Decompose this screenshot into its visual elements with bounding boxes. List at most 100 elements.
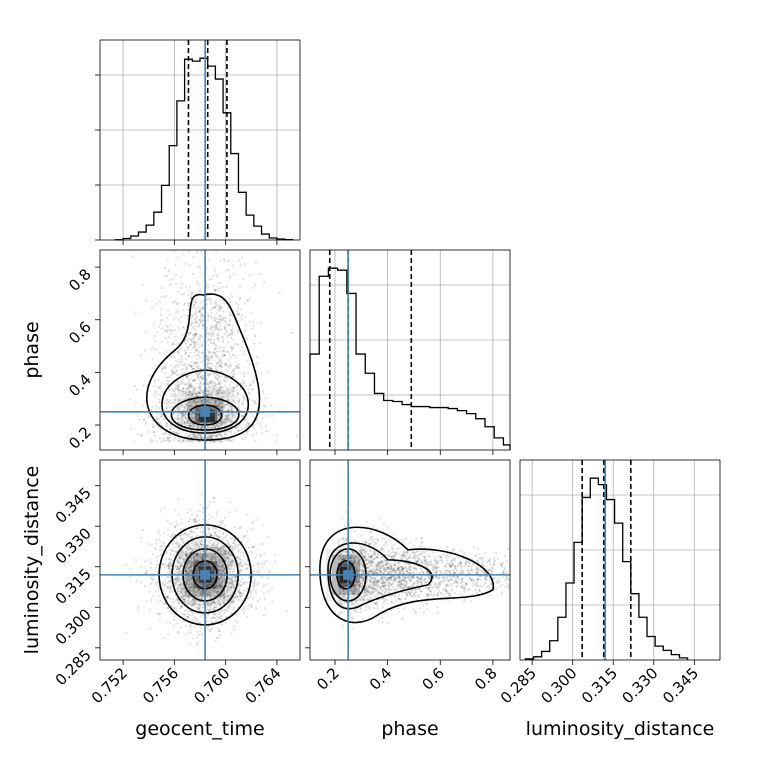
sample-point [250, 550, 252, 552]
sample-point [473, 547, 475, 549]
sample-point [250, 312, 252, 314]
sample-point [234, 432, 236, 434]
sample-point [182, 309, 184, 311]
sample-point [181, 517, 183, 519]
sample-point [228, 359, 230, 361]
sample-point [134, 385, 136, 387]
sample-point [155, 349, 157, 351]
sample-point [234, 390, 236, 392]
sample-point [271, 588, 273, 590]
sample-point [235, 614, 237, 616]
sample-point [238, 304, 240, 306]
sample-point [221, 370, 223, 372]
sample-point [208, 286, 210, 288]
sample-point [247, 388, 249, 390]
sample-point [216, 384, 218, 386]
sample-point [226, 331, 228, 333]
sample-point [188, 302, 190, 304]
sample-point [192, 433, 194, 435]
sample-point [161, 287, 163, 289]
sample-point [217, 328, 219, 330]
sample-point [213, 435, 215, 437]
sample-point [188, 380, 190, 382]
sample-point [160, 545, 162, 547]
sample-point [199, 434, 201, 436]
sample-point [266, 371, 268, 373]
sample-point [248, 604, 250, 606]
sample-point [173, 540, 175, 542]
sample-point [198, 354, 200, 356]
sample-point [192, 256, 194, 258]
sample-point [175, 317, 177, 319]
sample-point [215, 368, 217, 370]
sample-point [215, 377, 217, 379]
sample-point [243, 581, 245, 583]
sample-point [208, 504, 210, 506]
sample-point [253, 587, 255, 589]
sample-point [183, 388, 185, 390]
sample-point [186, 247, 188, 249]
sample-point [220, 282, 222, 284]
sample-point [189, 378, 191, 380]
sample-point [198, 337, 200, 339]
sample-point [226, 540, 228, 542]
sample-point [182, 368, 184, 370]
histogram-panel-geocent_time [95, 40, 300, 240]
sample-point [194, 321, 196, 323]
sample-point [253, 427, 255, 429]
sample-point [174, 366, 176, 368]
sample-point [214, 241, 216, 243]
sample-point [212, 326, 214, 328]
sample-point [238, 592, 240, 594]
sample-point [232, 265, 234, 267]
sample-point [166, 520, 168, 522]
sample-point [169, 284, 171, 286]
sample-point [183, 253, 185, 255]
sample-point [187, 378, 189, 380]
sample-point [217, 613, 219, 615]
sample-point [233, 628, 235, 630]
sample-point [235, 556, 237, 558]
sample-point [186, 610, 188, 612]
sample-point [143, 418, 145, 420]
sample-point [214, 344, 216, 346]
sample-point [185, 616, 187, 618]
sample-point [166, 329, 168, 331]
sample-point [257, 362, 259, 364]
sample-point [252, 598, 254, 600]
sample-point [202, 511, 204, 513]
sample-point [194, 541, 196, 543]
sample-point [188, 338, 190, 340]
sample-point [167, 376, 169, 378]
sample-point [197, 343, 199, 345]
sample-point [249, 364, 251, 366]
sample-point [154, 379, 156, 381]
sample-point [224, 379, 226, 381]
sample-point [189, 614, 191, 616]
sample-point [168, 401, 170, 403]
sample-point [265, 425, 267, 427]
sample-point [192, 273, 194, 275]
sample-point [163, 532, 165, 534]
sample-point [261, 566, 263, 568]
sample-point [225, 622, 227, 624]
sample-point [426, 550, 428, 552]
sample-point [149, 628, 151, 630]
sample-point [262, 417, 264, 419]
sample-point [145, 330, 147, 332]
sample-point [219, 260, 221, 262]
sample-point [174, 399, 176, 401]
sample-point [198, 365, 200, 367]
sample-point [241, 577, 243, 579]
sample-point [421, 559, 423, 561]
sample-point [253, 342, 255, 344]
sample-point [209, 513, 211, 515]
sample-point [233, 587, 235, 589]
sample-point [202, 614, 204, 616]
sample-point [180, 529, 182, 531]
sample-point [154, 385, 156, 387]
sample-point [168, 404, 170, 406]
sample-point [208, 279, 210, 281]
sample-point [194, 318, 196, 320]
sample-point [193, 368, 195, 370]
